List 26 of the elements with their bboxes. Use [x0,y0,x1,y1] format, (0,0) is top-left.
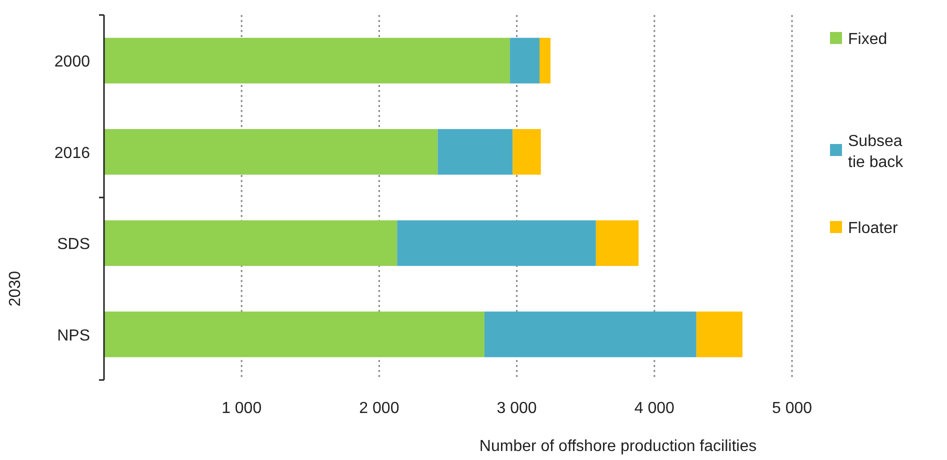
bar [104,220,398,266]
bar [104,312,484,358]
x-axis-title: Number of offshore production facilities [479,438,757,455]
bar [484,312,696,358]
y-tick-label: NPS [57,327,90,344]
text: 2030 [7,270,24,307]
x-tick-label: 2 000 [359,400,400,417]
y-tick-label: 2000 [54,54,90,71]
bar [510,38,540,84]
x-tick-label: 1 000 [222,400,262,417]
bar [104,38,510,84]
bar [540,38,551,84]
x-tick-label: 5 000 [772,400,812,417]
bar [438,129,513,175]
y-tick-label: 2016 [54,144,90,162]
legend-label: Subsea tie back [848,133,904,171]
bar [512,129,541,175]
bar [104,129,438,175]
x-tick-label: 4 000 [634,400,675,417]
legend-label: Fixed [848,31,888,48]
bar [696,312,742,358]
legend-label: Floater [848,220,898,237]
y-tick-label: SDS [57,236,90,254]
bar [397,220,596,266]
x-tick-label: 3 000 [496,400,537,417]
bar [596,220,639,266]
